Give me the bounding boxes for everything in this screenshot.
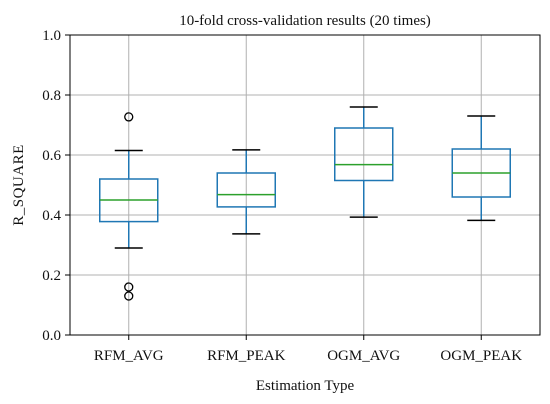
y-tick-label: 0.8 (42, 88, 61, 104)
box-group (216, 149, 276, 235)
y-axis-label: R_SQUARE (11, 144, 27, 226)
box-iqr (334, 127, 394, 182)
box-iqr (216, 172, 276, 208)
y-tick-label: 1.0 (42, 28, 61, 44)
chart-title: 10-fold cross-validation results (20 tim… (179, 13, 431, 29)
x-tick-label: RFM_AVG (94, 348, 164, 364)
y-axis-ticks: 0.0 0.2 0.4 0.6 0.8 1.0 (42, 28, 70, 344)
outlier-point (124, 112, 134, 122)
outlier-point (124, 291, 134, 301)
plot-frame (69, 34, 541, 336)
y-tick-label: 0.0 (42, 328, 61, 344)
box-group (99, 112, 159, 301)
box-group (451, 115, 511, 222)
y-tick-label: 0.6 (42, 148, 61, 164)
x-axis-label: Estimation Type (256, 378, 355, 394)
box-series (99, 106, 511, 301)
y-tick-label: 0.4 (42, 208, 61, 224)
y-tick-label: 0.2 (42, 268, 61, 284)
x-tick-label: RFM_PEAK (207, 348, 286, 364)
x-tick-label: OGM_AVG (327, 348, 400, 364)
x-tick-label: OGM_PEAK (440, 348, 522, 364)
box-group (334, 106, 394, 218)
outlier-point (124, 282, 134, 292)
grid-lines (70, 34, 540, 336)
x-axis-ticks: RFM_AVG RFM_PEAK OGM_AVG OGM_PEAK (94, 335, 522, 364)
